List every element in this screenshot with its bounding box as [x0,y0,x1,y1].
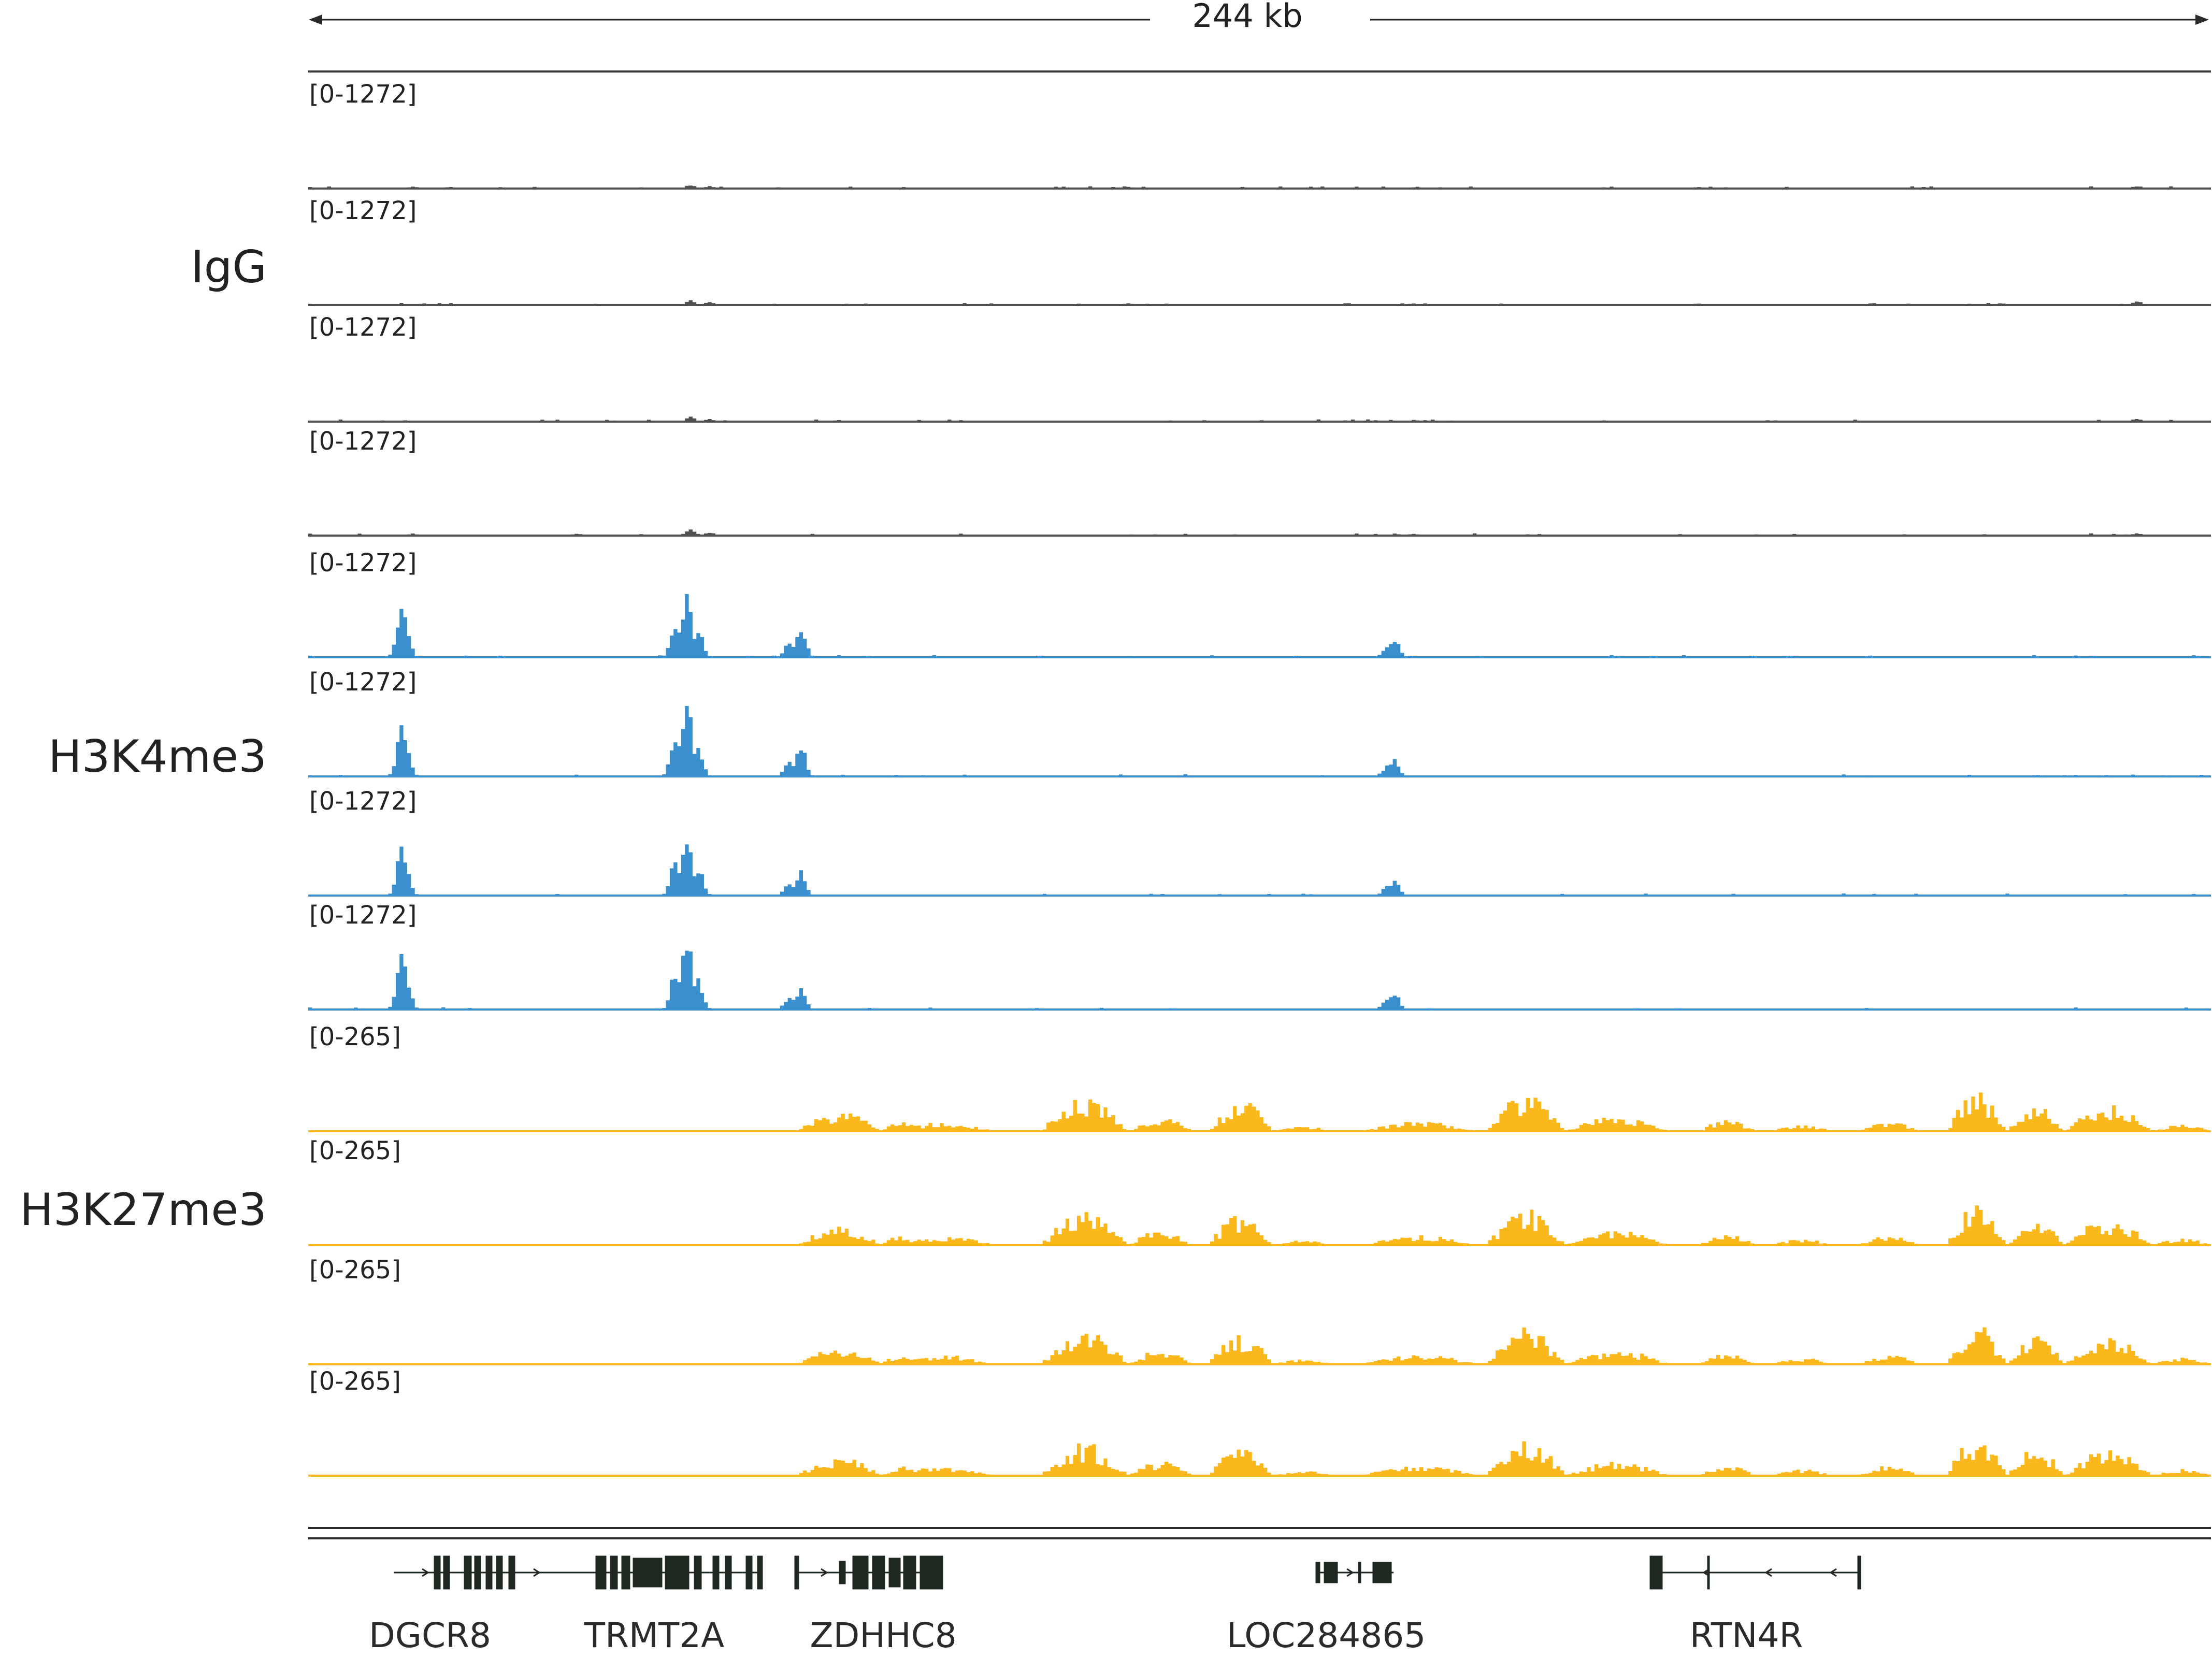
gene-exon [694,1555,702,1590]
strand-arrow-icon [1829,1568,1837,1577]
gene-exon [872,1555,885,1590]
gene-exon [712,1555,720,1590]
gene-label-dgcr8: DGCR8 [369,1616,491,1655]
gene-exon [434,1555,441,1590]
gene-exon [1315,1562,1320,1583]
coverage-area-7 [308,844,2211,896]
gene-model-rtn4r [1649,1555,1861,1590]
coverage-tracks: [0-1272] [0-1272] [0-1272] [0-1272] [0-1272]… [308,80,2211,1477]
gene-exon [595,1555,607,1590]
track-range-label: [0-265] [309,1256,401,1285]
track-igg-2: [0-1272] [308,196,2211,306]
coverage-area-10 [308,1205,2211,1245]
gene-exon [852,1555,869,1590]
coverage-area-5 [308,594,2211,657]
gene-exon [745,1555,753,1590]
gene-exon [1372,1562,1392,1583]
group-label-h3k27me3: H3K27me3 [20,1184,267,1236]
track-h3k4me3-5: [0-1272] [308,549,2211,658]
gene-exon [725,1555,732,1590]
track-range-label: [0-1272] [309,668,416,697]
track-range-label: [0-265] [309,1367,401,1396]
coverage-area-6 [308,705,2211,776]
coverage-area-12 [308,1441,2211,1476]
gene-model-loc284865 [1315,1562,1394,1583]
gene-exon [464,1555,472,1590]
scale-bar-left-arrow [309,15,322,25]
track-igg-3: [0-1272] [308,313,2211,423]
gene-exon [474,1555,481,1590]
gene-exon [794,1555,799,1590]
group-labels: IgG H3K4me3 H3K27me3 [20,241,267,1236]
gene-exon [633,1558,663,1588]
strand-arrow-icon [422,1568,429,1577]
gene-exon [1707,1555,1710,1590]
track-h3k27me3-10: [0-265] [308,1136,2211,1246]
gene-model-dgcr8 [394,1555,549,1590]
gene-exon [665,1555,690,1590]
scale-bar-label: 244 kb [1192,0,1302,35]
track-range-label: [0-1272] [309,787,416,816]
scale-bar: 244 kb [308,0,2211,73]
gene-exon [920,1555,943,1590]
gene-exon [621,1555,630,1590]
gene-exon [485,1555,493,1590]
gene-exon [496,1555,503,1590]
gene-exon [839,1561,846,1584]
gene-exon [888,1558,901,1588]
track-range-label: [0-1272] [309,196,416,225]
scale-bar-right-arrow [2195,15,2209,25]
group-label-h3k4me3: H3K4me3 [48,731,267,783]
gene-exon [1857,1555,1861,1590]
track-h3k4me3-7: [0-1272] [308,787,2211,897]
annotation-separator [308,1527,2211,1539]
track-h3k27me3-12: [0-265] [308,1367,2211,1477]
strand-arrow-icon [533,1568,541,1577]
gene-exon [1324,1562,1338,1583]
track-range-label: [0-1272] [309,313,416,342]
track-h3k4me3-6: [0-1272] [308,668,2211,777]
gene-annotation-track: DGCR8 TRMT2A ZDHHC8 LOC284865 RTN4R [369,1555,1861,1655]
coverage-area-2 [308,300,2211,305]
gene-exon [757,1555,763,1590]
track-range-label: [0-265] [309,1136,401,1165]
track-range-label: [0-1272] [309,80,416,109]
gene-exon [610,1555,618,1590]
strand-arrow-icon [1346,1568,1354,1577]
track-igg-4: [0-1272] [308,427,2211,537]
track-range-label: [0-1272] [309,427,416,456]
track-range-label: [0-1272] [309,549,416,578]
coverage-area-9 [308,1092,2211,1131]
track-range-label: [0-265] [309,1022,401,1051]
gene-label-trmt2a: TRMT2A [584,1616,725,1655]
coverage-area-8 [308,950,2211,1010]
gene-label-zdhhc8: ZDHHC8 [810,1616,956,1655]
gene-exon [903,1555,916,1590]
track-h3k27me3-11: [0-265] [308,1256,2211,1365]
gene-labels: DGCR8 TRMT2A ZDHHC8 LOC284865 RTN4R [369,1616,1803,1655]
strand-arrow-icon [1764,1568,1772,1577]
track-range-label: [0-1272] [309,901,416,930]
track-h3k4me3-8: [0-1272] [308,901,2211,1011]
gene-model-zdhhc8 [794,1555,943,1590]
strand-arrow-icon [821,1568,828,1577]
track-h3k27me3-9: [0-265] [308,1022,2211,1132]
gene-label-rtn4r: RTN4R [1690,1616,1803,1655]
gene-model-trmt2a [549,1555,763,1590]
gene-label-loc284865: LOC284865 [1227,1616,1426,1655]
coverage-area-11 [308,1327,2211,1364]
group-label-igg: IgG [191,241,267,293]
gene-exon [1649,1555,1663,1590]
strand-arrow-icon [1702,1568,1710,1577]
gene-exon [508,1555,515,1590]
gene-exon [443,1555,450,1590]
coverage-area-4 [308,529,2211,536]
gene-exon [1358,1562,1361,1583]
track-igg-1: [0-1272] [308,80,2211,190]
